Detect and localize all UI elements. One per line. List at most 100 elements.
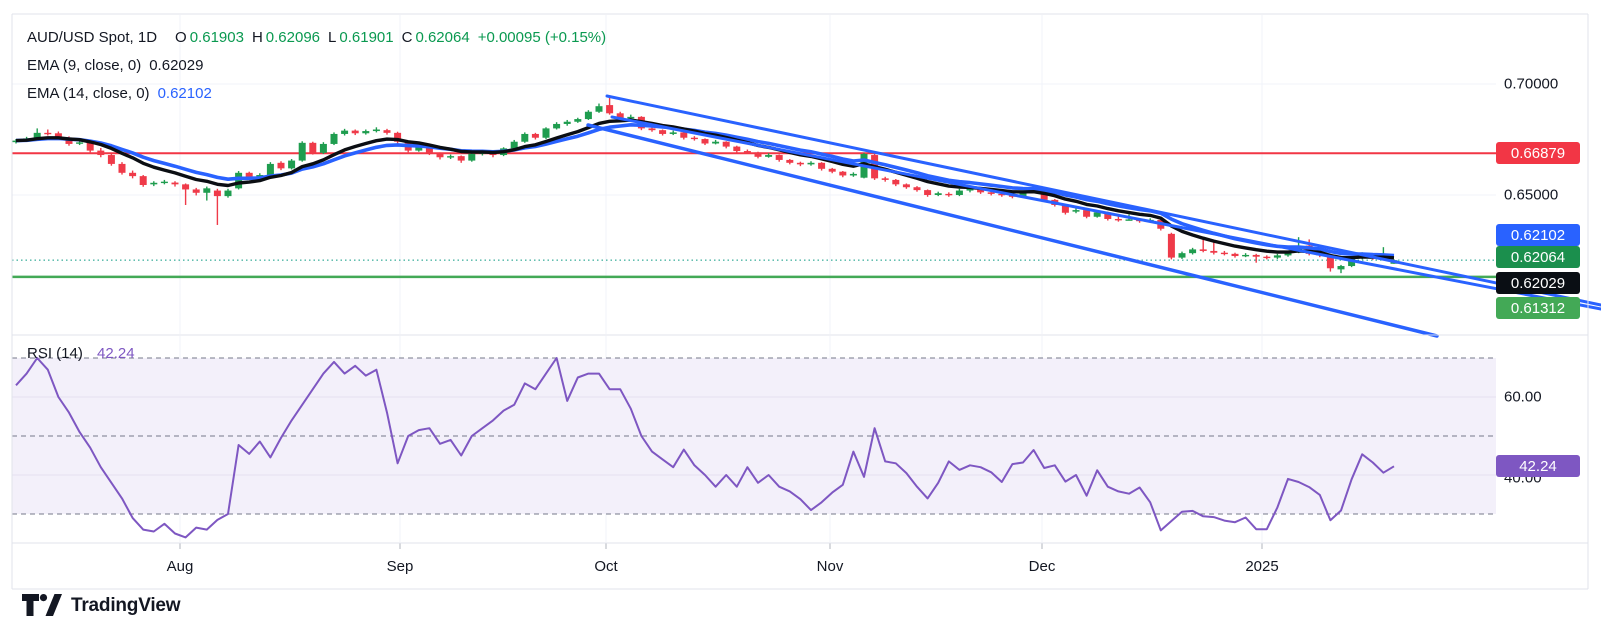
candle-body [266,163,274,176]
candle-body [436,153,444,158]
candle-body [1104,212,1112,219]
tradingview-logo[interactable]: TradingView [22,594,181,617]
candle-body [722,141,730,147]
candle-body [457,156,465,161]
close-value: 0.62064 [415,29,470,46]
candle-body [1326,255,1334,269]
candle-body [606,105,614,114]
candle-body [1189,249,1197,254]
candle-body [97,150,105,156]
rsi-pane [12,357,1496,515]
candle-body [966,188,974,191]
price-gridlines [12,83,1496,196]
candle-body [118,163,126,173]
candle-body [712,141,720,144]
price-level-lines[interactable] [12,152,1496,279]
candle-body [192,189,200,193]
candle-body [934,193,942,195]
candle-body [574,119,582,122]
ema9-price-badge: 0.62029 [1496,272,1580,294]
candle-body [107,155,115,164]
open-letter: O [175,29,187,46]
month-label-sep: Sep [386,558,414,575]
candle-body [394,132,402,142]
candle-body [139,176,147,186]
candle-body [1114,218,1122,221]
candle-body [1019,192,1027,197]
candle-body [924,190,932,195]
candle-body [775,155,783,160]
ema9-legend-row[interactable]: EMA (9, close, 0) 0.62029 [27,52,606,80]
candle-body [1263,256,1271,259]
ema9-value: 0.62029 [149,57,204,74]
candle-body [828,168,836,172]
candle-body [372,129,380,132]
upper-channel-line [605,94,1601,307]
candle-body [330,133,338,144]
candle-body [1305,245,1313,254]
candle-body [224,190,232,197]
candle-body [510,141,518,149]
candle-body [1284,252,1292,256]
candle-body [796,162,804,165]
candle-body [680,132,688,138]
candle-body [1061,204,1069,213]
candle-body [1167,233,1175,258]
resistance-price-badge: 0.66879 [1496,142,1580,164]
candle-body [76,142,84,144]
lower-channel-line [586,123,1439,338]
candle-body [425,147,433,154]
candle-body [1210,250,1218,253]
rsi-label: RSI (14) [27,345,83,362]
candle-body [1348,258,1356,267]
month-label-dec: Dec [1028,558,1056,575]
ema14-legend-row[interactable]: EMA (14, close, 0) 0.62102 [27,80,606,108]
candle-body [553,123,561,129]
candle-body [743,151,751,153]
candle-body [1231,253,1239,257]
rsi-legend-row[interactable]: RSI (14) 42.24 [27,345,135,362]
trendlines[interactable] [586,94,1601,338]
candle-body [818,162,826,169]
candle-body [998,193,1006,196]
symbol-legend-row[interactable]: AUD/USD Spot, 1D O 0.61903 H 0.62096 L 0.61… [27,24,606,52]
candle-body [1083,210,1091,217]
candle-body [839,171,847,176]
candle-body [1125,219,1133,221]
candle-body [616,113,624,119]
candle-body [786,159,794,163]
candle-body [44,132,52,135]
candle-body [160,181,168,184]
candle-body [669,132,677,134]
candle-body [468,153,476,161]
candle-body [319,143,327,153]
candle-body [807,162,815,165]
tradingview-logo-text: TradingView [71,594,181,616]
candle-body [542,128,550,138]
time-axis[interactable]: Aug Sep Oct Nov Dec 2025 [12,543,1588,589]
rsi-value-badge: 42.24 [1496,455,1580,477]
candle-body [235,172,243,189]
ema9-line[interactable] [15,118,1395,260]
candle-body [595,106,603,112]
candle-body [54,133,62,138]
ema9-label: EMA (9, close, 0) [27,57,142,74]
month-label-aug: Aug [166,558,194,575]
rsi-line[interactable] [15,357,1395,539]
ema14-price-badge: 0.62102 [1496,224,1580,246]
candle-body [1242,254,1250,257]
candle-body [945,193,953,196]
candle-body [362,131,370,134]
candle-body [849,173,857,176]
candle-body [182,184,190,190]
candle-body [977,188,985,193]
inner-upper-channel-line [610,115,1601,311]
candle-body [881,178,889,180]
candle-body [1199,249,1207,251]
change-value: +0.00095 (+0.15%) [477,29,607,46]
candle-body [33,132,41,139]
candle-body [12,140,20,143]
candle-body [203,188,211,193]
price-tick-0-65000: 0.65000 [1504,186,1559,204]
